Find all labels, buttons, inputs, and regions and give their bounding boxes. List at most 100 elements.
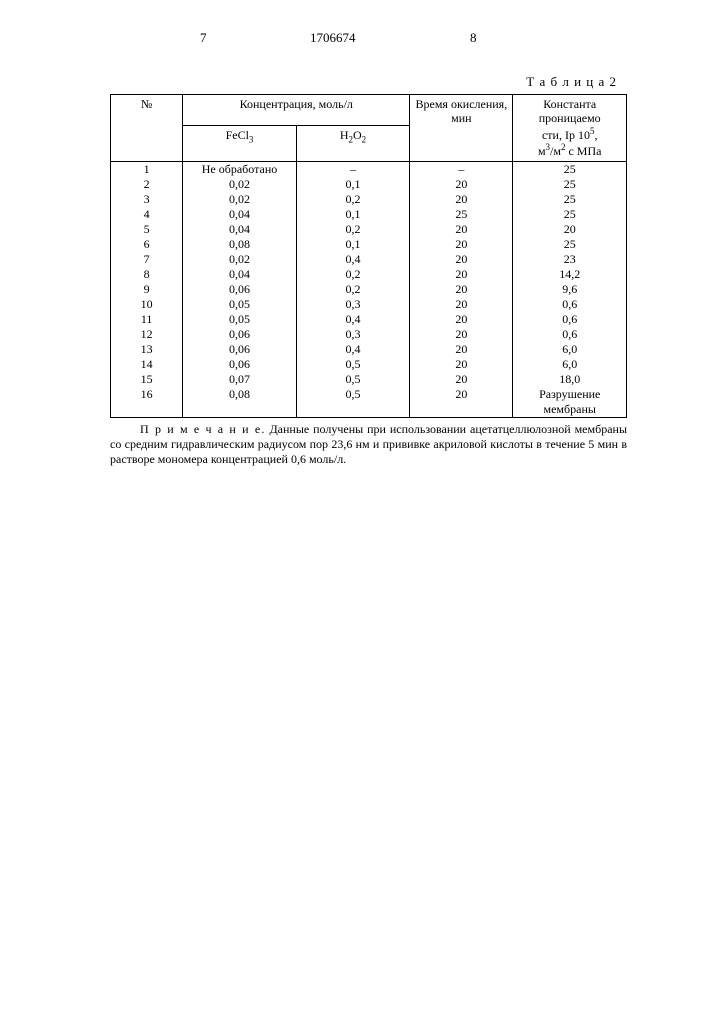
const-line3a: сти, Ip 10 (542, 128, 590, 142)
col-header-fecl3: FeCl3 (183, 126, 297, 162)
table-row: 90,060,2209,6 (111, 282, 627, 297)
cell-fe: 0,08 (183, 387, 297, 418)
cell-fe: 0,05 (183, 297, 297, 312)
cell-h: 0,4 (296, 252, 410, 267)
cell-n: 8 (111, 267, 183, 282)
cell-k: 25 (513, 177, 627, 192)
h2o2-2b: 2 (362, 134, 367, 144)
cell-t: 20 (410, 387, 513, 418)
cell-h: 0,1 (296, 237, 410, 252)
table-row: 150,070,52018,0 (111, 372, 627, 387)
cell-fe: 0,04 (183, 207, 297, 222)
const-line2: проницаемо­ (539, 111, 601, 125)
page-number-left: 7 (200, 30, 207, 46)
cell-k: 25 (513, 207, 627, 222)
cell-k: 18,0 (513, 372, 627, 387)
cell-t: 20 (410, 177, 513, 192)
cell-fe: 0,06 (183, 357, 297, 372)
cell-h: 0,1 (296, 177, 410, 192)
cell-h: 0,3 (296, 297, 410, 312)
table-row: 50,040,22020 (111, 222, 627, 237)
cell-k: 0,6 (513, 297, 627, 312)
cell-n: 11 (111, 312, 183, 327)
table-row: 110,050,4200,6 (111, 312, 627, 327)
cell-fe: 0,02 (183, 252, 297, 267)
const-line3b: , (594, 128, 597, 142)
cell-n: 5 (111, 222, 183, 237)
cell-t: 20 (410, 282, 513, 297)
cell-n: 2 (111, 177, 183, 192)
cell-h: – (296, 161, 410, 177)
cell-n: 7 (111, 252, 183, 267)
cell-t: 20 (410, 237, 513, 252)
cell-h: 0,5 (296, 387, 410, 418)
cell-k: Разрушение мембраны (513, 387, 627, 418)
cell-k: 6,0 (513, 357, 627, 372)
cell-h: 0,5 (296, 357, 410, 372)
table-row: 160,080,520Разрушение мембраны (111, 387, 627, 418)
col-header-concentration: Концентрация, моль/л (183, 95, 410, 126)
const-line4c: с МПа (565, 144, 601, 158)
cell-fe: 0,02 (183, 192, 297, 207)
h2o2-o: O (353, 128, 362, 142)
cell-fe: 0,07 (183, 372, 297, 387)
table-row: 60,080,12025 (111, 237, 627, 252)
col-header-h2o2: H2O2 (296, 126, 410, 162)
cell-k: 0,6 (513, 312, 627, 327)
cell-n: 3 (111, 192, 183, 207)
cell-t: 20 (410, 192, 513, 207)
cell-k: 6,0 (513, 342, 627, 357)
cell-h: 0,4 (296, 342, 410, 357)
fecl3-sub: 3 (249, 134, 254, 144)
page-number-right: 8 (470, 30, 477, 46)
cell-n: 14 (111, 357, 183, 372)
cell-h: 0,5 (296, 372, 410, 387)
cell-fe: 0,05 (183, 312, 297, 327)
cell-t: 20 (410, 312, 513, 327)
cell-h: 0,4 (296, 312, 410, 327)
cell-fe: 0,04 (183, 267, 297, 282)
const-line1: Константа (543, 97, 596, 111)
cell-k: 25 (513, 237, 627, 252)
cell-t: – (410, 161, 513, 177)
cell-fe: 0,08 (183, 237, 297, 252)
cell-n: 6 (111, 237, 183, 252)
table-row: 140,060,5206,0 (111, 357, 627, 372)
cell-t: 20 (410, 267, 513, 282)
cell-fe: 0,02 (183, 177, 297, 192)
const-line4a: м (538, 144, 546, 158)
cell-n: 15 (111, 372, 183, 387)
cell-h: 0,2 (296, 222, 410, 237)
cell-n: 4 (111, 207, 183, 222)
cell-fe: 0,06 (183, 327, 297, 342)
cell-k: 20 (513, 222, 627, 237)
h2o2-h: H (340, 128, 349, 142)
cell-k: 25 (513, 161, 627, 177)
cell-k: 25 (513, 192, 627, 207)
cell-n: 9 (111, 282, 183, 297)
cell-t: 20 (410, 252, 513, 267)
cell-k: 9,6 (513, 282, 627, 297)
page: 7 1706674 8 Т а б л и ц а 2 № Концентрац… (0, 30, 707, 1030)
table-body: 1Не обработа­но––2520,020,1202530,020,22… (111, 161, 627, 417)
table-label: Т а б л и ц а 2 (0, 74, 617, 90)
cell-h: 0,2 (296, 282, 410, 297)
fecl3-text: FeCl (226, 128, 249, 142)
cell-t: 20 (410, 327, 513, 342)
cell-t: 20 (410, 357, 513, 372)
table-row: 130,060,4206,0 (111, 342, 627, 357)
cell-h: 0,2 (296, 192, 410, 207)
table-row: 70,020,42023 (111, 252, 627, 267)
cell-fe: 0,06 (183, 282, 297, 297)
cell-fe: 0,04 (183, 222, 297, 237)
table-row: 30,020,22025 (111, 192, 627, 207)
table-row: 1Не обработа­но––25 (111, 161, 627, 177)
cell-t: 25 (410, 207, 513, 222)
cell-h: 0,3 (296, 327, 410, 342)
table-row: 20,020,12025 (111, 177, 627, 192)
table-row: 40,040,12525 (111, 207, 627, 222)
const-line4b: /м (550, 144, 561, 158)
cell-t: 20 (410, 342, 513, 357)
cell-n: 12 (111, 327, 183, 342)
cell-h: 0,2 (296, 267, 410, 282)
